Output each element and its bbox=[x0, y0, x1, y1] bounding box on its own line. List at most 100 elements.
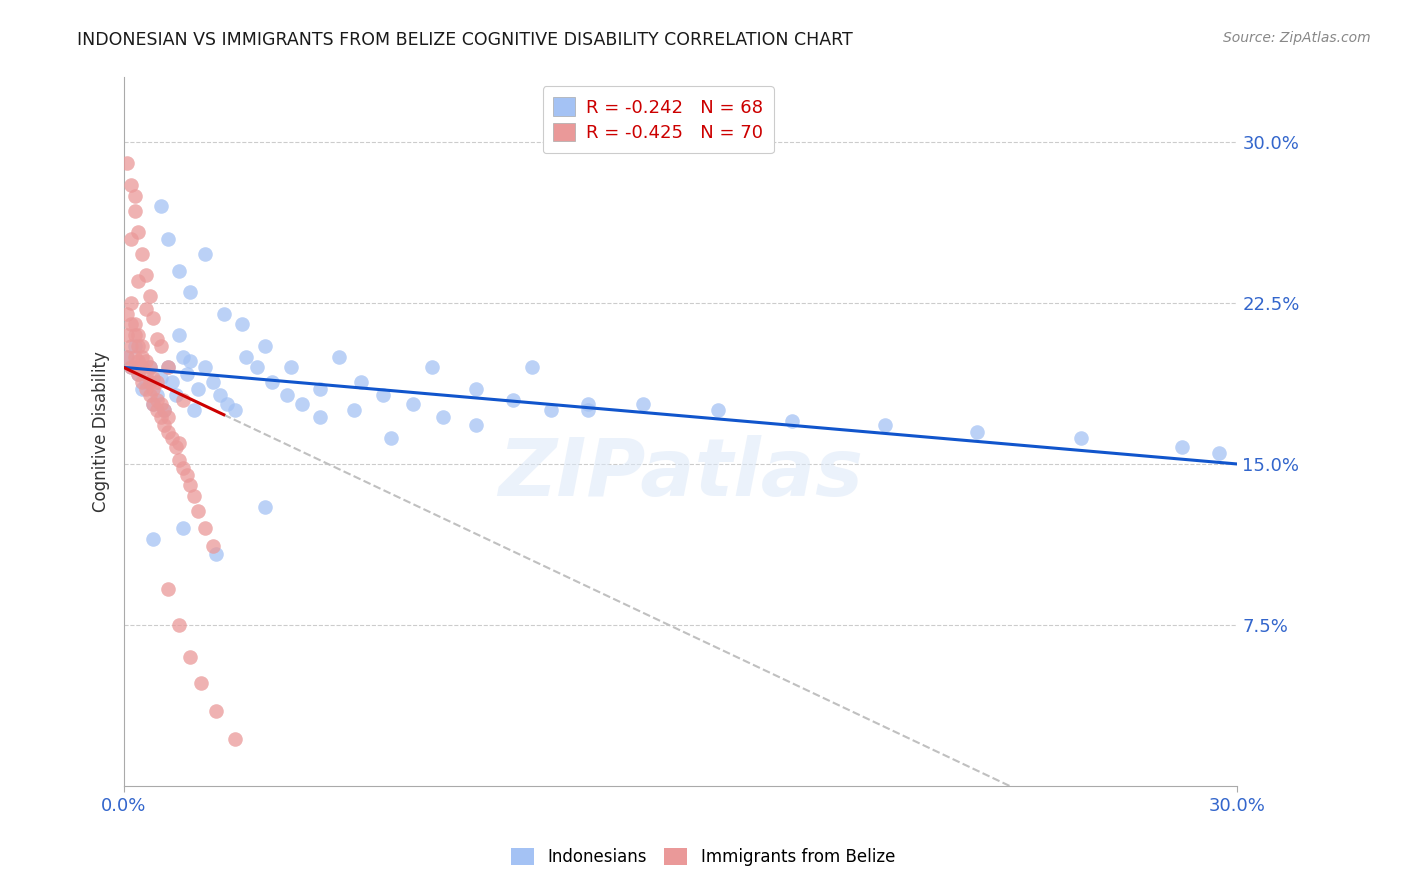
Point bbox=[138, 376, 160, 390]
Point bbox=[212, 307, 235, 321]
Point bbox=[131, 382, 153, 396]
Point bbox=[205, 547, 228, 561]
Point bbox=[138, 360, 160, 375]
Point bbox=[124, 188, 146, 202]
Point bbox=[124, 350, 146, 364]
Legend: R = -0.242   N = 68, R = -0.425   N = 70: R = -0.242 N = 68, R = -0.425 N = 70 bbox=[543, 87, 773, 153]
Point bbox=[465, 382, 488, 396]
Point bbox=[157, 231, 180, 245]
Point bbox=[157, 425, 180, 439]
Point bbox=[160, 376, 183, 390]
Point bbox=[291, 397, 314, 411]
Point bbox=[142, 397, 165, 411]
Point bbox=[190, 676, 212, 690]
Point bbox=[224, 731, 246, 746]
Point bbox=[373, 388, 395, 402]
Point bbox=[309, 382, 332, 396]
Point bbox=[183, 489, 205, 503]
Point bbox=[432, 409, 454, 424]
Point bbox=[142, 532, 165, 546]
Point bbox=[142, 382, 165, 396]
Point bbox=[780, 414, 803, 428]
Point bbox=[176, 367, 198, 381]
Point bbox=[120, 339, 142, 353]
Point bbox=[201, 539, 224, 553]
Point bbox=[246, 360, 269, 375]
Point bbox=[328, 350, 350, 364]
Y-axis label: Cognitive Disability: Cognitive Disability bbox=[93, 351, 110, 512]
Point bbox=[115, 350, 138, 364]
Point bbox=[127, 367, 149, 381]
Point bbox=[120, 360, 142, 375]
Point bbox=[115, 156, 138, 170]
Point bbox=[165, 440, 187, 454]
Point bbox=[309, 409, 332, 424]
Point bbox=[157, 360, 180, 375]
Point bbox=[157, 360, 180, 375]
Point bbox=[138, 289, 160, 303]
Point bbox=[120, 178, 142, 192]
Point bbox=[120, 318, 142, 332]
Point bbox=[149, 371, 172, 385]
Point bbox=[402, 397, 425, 411]
Point bbox=[127, 339, 149, 353]
Point bbox=[179, 478, 201, 492]
Point bbox=[167, 452, 190, 467]
Point bbox=[127, 225, 149, 239]
Point bbox=[167, 435, 190, 450]
Point bbox=[465, 418, 488, 433]
Point bbox=[1208, 446, 1230, 460]
Point bbox=[149, 409, 172, 424]
Point bbox=[576, 403, 599, 417]
Point bbox=[187, 382, 209, 396]
Point bbox=[146, 392, 169, 407]
Point bbox=[253, 339, 276, 353]
Point bbox=[183, 403, 205, 417]
Point bbox=[540, 403, 562, 417]
Point bbox=[142, 397, 165, 411]
Point bbox=[1070, 431, 1092, 445]
Point bbox=[176, 467, 198, 482]
Point bbox=[167, 264, 190, 278]
Text: ZIPatlas: ZIPatlas bbox=[498, 435, 863, 513]
Point bbox=[135, 367, 157, 381]
Point bbox=[146, 333, 169, 347]
Point bbox=[520, 360, 543, 375]
Point bbox=[706, 403, 728, 417]
Point bbox=[167, 328, 190, 343]
Point bbox=[135, 354, 157, 368]
Point bbox=[217, 397, 239, 411]
Point bbox=[502, 392, 524, 407]
Point bbox=[343, 403, 366, 417]
Point bbox=[135, 376, 157, 390]
Point bbox=[165, 388, 187, 402]
Point bbox=[350, 376, 373, 390]
Point bbox=[231, 318, 253, 332]
Point bbox=[124, 318, 146, 332]
Point bbox=[224, 403, 246, 417]
Point bbox=[179, 354, 201, 368]
Point bbox=[127, 354, 149, 368]
Point bbox=[157, 582, 180, 596]
Point bbox=[127, 328, 149, 343]
Point bbox=[160, 431, 183, 445]
Point bbox=[120, 360, 142, 375]
Point bbox=[153, 403, 176, 417]
Point bbox=[172, 521, 194, 535]
Point bbox=[131, 360, 153, 375]
Point bbox=[115, 307, 138, 321]
Point bbox=[115, 350, 138, 364]
Point bbox=[194, 246, 217, 260]
Point bbox=[194, 360, 217, 375]
Point bbox=[131, 246, 153, 260]
Point bbox=[149, 339, 172, 353]
Point bbox=[179, 285, 201, 300]
Point bbox=[205, 704, 228, 718]
Point bbox=[142, 310, 165, 325]
Point bbox=[131, 376, 153, 390]
Point bbox=[135, 268, 157, 282]
Point bbox=[115, 328, 138, 343]
Point bbox=[149, 199, 172, 213]
Point bbox=[280, 360, 302, 375]
Point bbox=[172, 350, 194, 364]
